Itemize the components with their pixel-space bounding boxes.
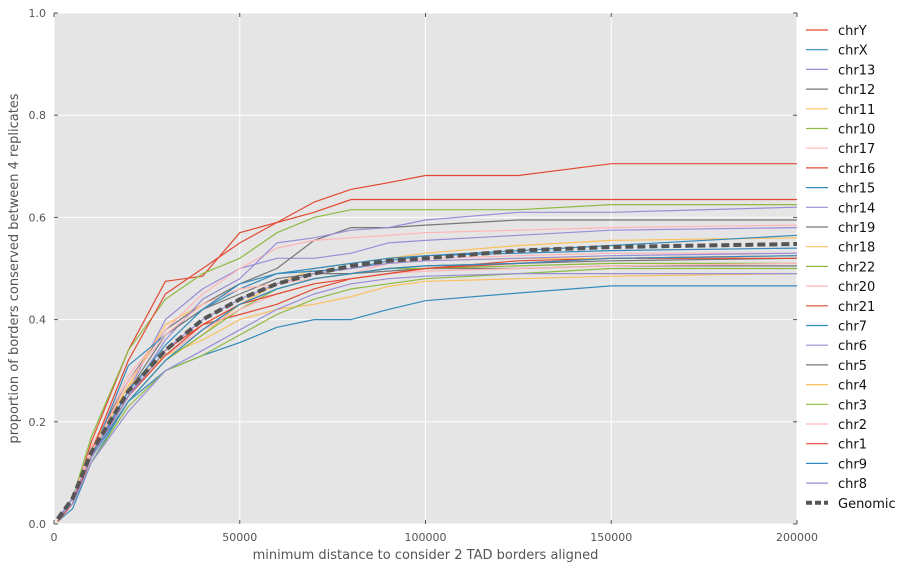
series-line-chr12 — [57, 219, 797, 520]
y-tick-label: 0.0 — [29, 518, 47, 531]
legend-entry: chr1 — [838, 438, 867, 453]
legend-entry: chr10 — [838, 123, 875, 138]
x-tick-label: 50000 — [222, 531, 257, 544]
y-axis-title: proportion of borders conserved between … — [7, 93, 22, 443]
series-line-chr17 — [57, 224, 798, 520]
legend-entry: chr9 — [838, 457, 867, 472]
legend-entry: chr11 — [838, 103, 875, 118]
legend-entry: chr12 — [838, 83, 875, 98]
legend-entry: chr18 — [838, 241, 875, 256]
legend-entry: chr15 — [838, 182, 875, 197]
x-tick-label: 100000 — [405, 531, 447, 544]
x-tick-label: 200000 — [776, 531, 818, 544]
series-line-chrx — [57, 285, 797, 522]
x-axis: 0 50000 100000 150000 200000 — [51, 13, 818, 544]
series-line-chr8 — [57, 252, 798, 520]
series-line-chr16 — [57, 198, 797, 522]
legend-entry: chr4 — [838, 379, 867, 394]
y-tick-label: 1.0 — [29, 7, 47, 20]
legend-entry: chr2 — [838, 418, 867, 433]
series-line-chr9 — [57, 255, 798, 520]
legend-entry: chr20 — [838, 280, 875, 295]
x-axis-title: minimum distance to consider 2 TAD borde… — [253, 548, 599, 563]
legend: chrY chrX chr13 chr12 chr11 chr10 chr17 chr16 ch… — [806, 24, 896, 512]
legend-entry: chr21 — [838, 300, 875, 315]
x-tick-label: 150000 — [590, 531, 632, 544]
y-tick-label: 0.4 — [29, 314, 47, 327]
y-axis: 0.0 0.2 0.4 0.6 0.8 1.0 — [29, 7, 797, 531]
y-tick-label: 0.6 — [29, 211, 47, 224]
series-line-chr6 — [57, 273, 797, 520]
x-tick-label: 0 — [51, 531, 58, 544]
legend-entry: chr3 — [838, 398, 867, 413]
legend-entry: chr13 — [838, 63, 875, 78]
series-lines — [56, 163, 798, 522]
y-tick-label: 0.2 — [29, 416, 47, 429]
series-line-chr22 — [57, 267, 797, 520]
series-line-genomic — [56, 242, 798, 521]
legend-entry: chr7 — [838, 320, 867, 335]
legend-entry: chr5 — [838, 359, 867, 374]
legend-entry: chr16 — [838, 162, 875, 177]
legend-entry: chrY — [838, 24, 867, 39]
legend-entry: chr22 — [838, 260, 875, 275]
y-tick-label: 0.8 — [29, 109, 47, 122]
legend-entry: chr6 — [838, 339, 867, 354]
legend-entry: chr19 — [838, 221, 875, 236]
legend-entry: chr8 — [838, 477, 867, 492]
legend-entry: chrX — [838, 44, 868, 59]
legend-entry: chr14 — [838, 201, 875, 216]
legend-entry: chr17 — [838, 142, 875, 157]
legend-entry: Genomic — [838, 497, 896, 512]
series-line-chr10 — [57, 204, 797, 520]
